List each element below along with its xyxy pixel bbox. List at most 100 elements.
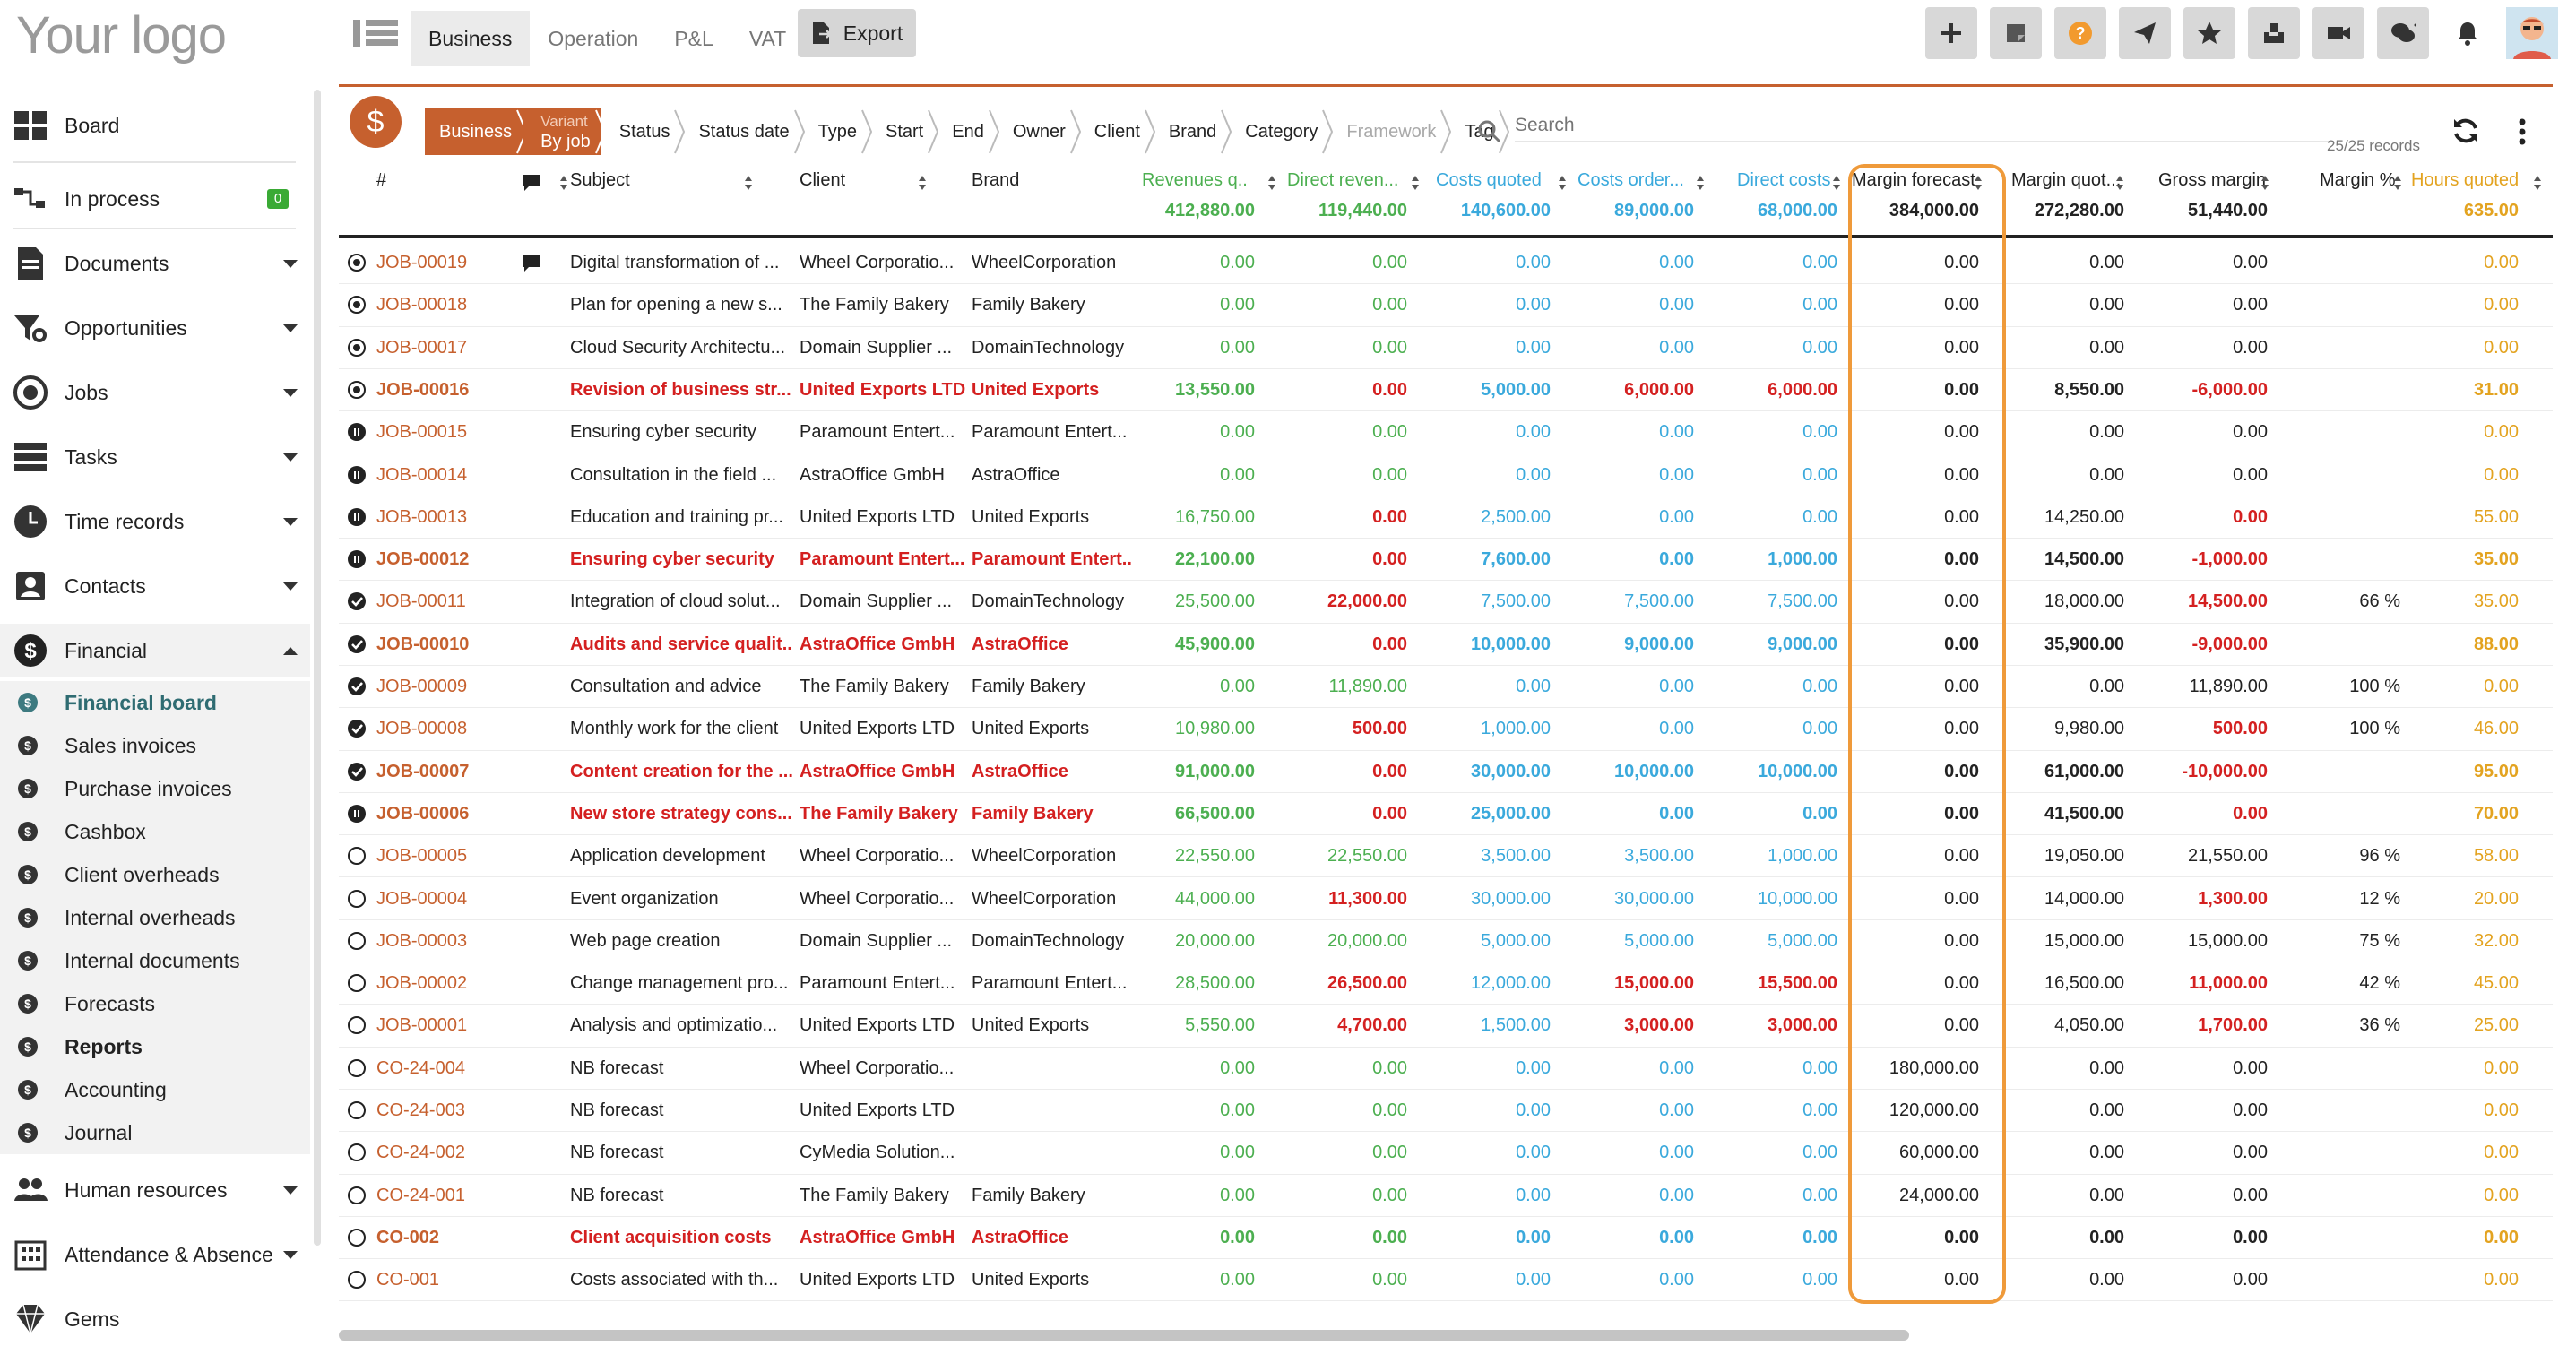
- video-icon[interactable]: [2312, 7, 2364, 59]
- col-costs-ordered[interactable]: Costs order...: [1578, 170, 1684, 190]
- job-id-link[interactable]: JOB-00007: [376, 761, 470, 781]
- plus-icon[interactable]: [1925, 7, 1977, 59]
- star-icon[interactable]: [2183, 7, 2235, 59]
- col-margin-quoted[interactable]: Margin quot...: [2011, 170, 2122, 190]
- job-id-link[interactable]: CO-001: [376, 1270, 440, 1290]
- table-row[interactable]: JOB-00005 Application development Wheel Co…: [339, 835, 2553, 878]
- sidebar-subitem-purchase-invoices[interactable]: $ Purchase invoices: [0, 767, 310, 810]
- table-row[interactable]: JOB-00015 Ensuring cyber security Paramoun…: [339, 411, 2553, 454]
- table-row[interactable]: JOB-00008 Monthly work for the client Unit…: [339, 708, 2553, 751]
- tab-vat[interactable]: VAT: [748, 27, 787, 50]
- bell-icon[interactable]: [2442, 7, 2494, 59]
- table-row[interactable]: CO-24-004 NB forecast Wheel Corporatio... 0…: [339, 1048, 2553, 1090]
- sort-icon[interactable]: [2393, 174, 2402, 192]
- sidebar-item-board[interactable]: Board: [0, 99, 310, 152]
- sort-icon[interactable]: [2260, 174, 2269, 192]
- job-id-link[interactable]: JOB-00012: [376, 549, 470, 570]
- sidebar-subitem-journal[interactable]: $ Journal: [0, 1111, 310, 1154]
- sidebar-item-financial[interactable]: $ Financial: [0, 624, 310, 677]
- table-row[interactable]: JOB-00002 Change management pro... Paramou…: [339, 962, 2553, 1005]
- table-row[interactable]: JOB-00007 Content creation for the ... Ast…: [339, 751, 2553, 793]
- col-hours-quoted[interactable]: Hours quoted: [2411, 170, 2520, 190]
- job-id-link[interactable]: CO-24-001: [376, 1185, 465, 1205]
- table-row[interactable]: JOB-00019 Digital transformation of ... Wh…: [339, 242, 2553, 285]
- sidebar-item-human-resources[interactable]: Human resources: [0, 1163, 310, 1217]
- sort-icon[interactable]: [744, 174, 753, 192]
- job-id-link[interactable]: JOB-00011: [376, 591, 466, 612]
- col-costs-quoted[interactable]: Costs quoted: [1436, 170, 1542, 190]
- table-row[interactable]: JOB-00016 Revision of business str... Unit…: [339, 369, 2553, 412]
- job-id-link[interactable]: JOB-00010: [376, 634, 470, 654]
- sidebar-item-contacts[interactable]: Contacts: [0, 559, 310, 613]
- job-id-link[interactable]: JOB-00008: [376, 719, 468, 739]
- sidebar-subitem-internal-overheads[interactable]: $ Internal overheads: [0, 896, 310, 939]
- sidebar-subitem-financial-board[interactable]: $ Financial board: [0, 681, 310, 724]
- col-margin-forecast[interactable]: Margin forecast: [1852, 170, 1975, 190]
- job-id-link[interactable]: JOB-00019: [376, 253, 468, 272]
- table-row[interactable]: JOB-00017 Cloud Security Architectu... Dom…: [339, 327, 2553, 369]
- sort-icon[interactable]: [559, 174, 568, 192]
- chevron-down-icon[interactable]: [283, 582, 298, 591]
- sort-icon[interactable]: [2533, 174, 2542, 192]
- sort-icon[interactable]: [1696, 174, 1705, 192]
- tab-operation[interactable]: Operation: [548, 27, 639, 50]
- filter-end[interactable]: End: [934, 108, 999, 155]
- table-row[interactable]: CO-24-003 NB forecast United Exports LTD 0.…: [339, 1090, 2553, 1133]
- job-id-link[interactable]: JOB-00014: [376, 464, 468, 485]
- sort-icon[interactable]: [1974, 174, 1983, 192]
- table-row[interactable]: JOB-00013 Education and training pr... Uni…: [339, 496, 2553, 539]
- chevron-down-icon[interactable]: [283, 1250, 298, 1259]
- filter-client[interactable]: Client: [1076, 108, 1155, 155]
- table-row[interactable]: JOB-00003 Web page creation Domain Supplie…: [339, 920, 2553, 963]
- sidebar-subitem-reports[interactable]: $ Reports: [0, 1025, 310, 1068]
- filter-start[interactable]: Start: [868, 108, 939, 155]
- col-client[interactable]: Client: [800, 170, 846, 190]
- job-id-link[interactable]: JOB-00005: [376, 846, 468, 867]
- job-id-link[interactable]: JOB-00017: [376, 337, 468, 358]
- filter-variant[interactable]: Variant By job: [523, 108, 606, 155]
- filter-framework[interactable]: Framework: [1328, 108, 1452, 155]
- filter-category[interactable]: Category: [1227, 108, 1334, 155]
- sidebar-subitem-cashbox[interactable]: $ Cashbox: [0, 810, 310, 853]
- table-row[interactable]: JOB-00006 New store strategy cons... The F…: [339, 793, 2553, 836]
- table-row[interactable]: CO-24-001 NB forecast The Family Bakery Fam…: [339, 1175, 2553, 1217]
- col-revenues-quoted[interactable]: Revenues q...: [1142, 170, 1249, 190]
- sidebar-item-attendance[interactable]: Attendance & Absence: [0, 1228, 310, 1281]
- sidebar-subitem-client-overheads[interactable]: $ Client overheads: [0, 853, 310, 896]
- table-row[interactable]: JOB-00010 Audits and service qualit... Ast…: [339, 624, 2553, 666]
- sort-icon[interactable]: [918, 174, 927, 192]
- search-input[interactable]: [1515, 110, 2330, 142]
- table-row[interactable]: CO-001 Costs associated with th... United …: [339, 1259, 2553, 1302]
- sidebar-subitem-sales-invoices[interactable]: $ Sales invoices: [0, 724, 310, 767]
- sidebar-item-time-records[interactable]: Time records: [0, 495, 310, 548]
- col-hash[interactable]: #: [376, 170, 387, 190]
- table-row[interactable]: JOB-00009 Consultation and advice The Fami…: [339, 666, 2553, 709]
- chevron-up-icon[interactable]: [283, 646, 298, 655]
- job-id-link[interactable]: JOB-00018: [376, 295, 468, 315]
- col-subject[interactable]: Subject: [570, 170, 630, 190]
- refresh-icon[interactable]: [2451, 116, 2481, 146]
- sort-icon[interactable]: [1832, 174, 1841, 192]
- job-id-link[interactable]: JOB-00001: [376, 1015, 468, 1036]
- filter-status[interactable]: Status: [601, 108, 686, 155]
- sidebar-subitem-internal-documents[interactable]: $ Internal documents: [0, 939, 310, 982]
- table-row[interactable]: CO-24-002 NB forecast CyMedia Solution... 0…: [339, 1132, 2553, 1175]
- sidebar-item-documents[interactable]: Documents: [0, 237, 310, 290]
- sidebar-item-gems[interactable]: Gems: [0, 1292, 310, 1346]
- job-id-link[interactable]: CO-24-004: [376, 1057, 465, 1078]
- col-margin-percent[interactable]: Margin %: [2320, 170, 2396, 190]
- chevron-down-icon[interactable]: [283, 453, 298, 462]
- horizontal-scrollbar[interactable]: [339, 1330, 1909, 1341]
- sort-icon[interactable]: [1558, 174, 1567, 192]
- filter-owner[interactable]: Owner: [995, 108, 1081, 155]
- col-direct-revenues[interactable]: Direct reven...: [1287, 170, 1399, 190]
- table-row[interactable]: JOB-00004 Event organization Wheel Corpora…: [339, 878, 2553, 920]
- table-row[interactable]: JOB-00014 Consultation in the field ... As…: [339, 454, 2553, 496]
- table-row[interactable]: CO-002 Client acquisition costs AstraOffic…: [339, 1217, 2553, 1260]
- sidebar-item-jobs[interactable]: Jobs: [0, 366, 310, 419]
- filter-brand[interactable]: Brand: [1151, 108, 1232, 155]
- filter-status-date[interactable]: Status date: [680, 108, 805, 155]
- table-row[interactable]: JOB-00012 Ensuring cyber security Paramoun…: [339, 539, 2553, 582]
- sidebar-item-tasks[interactable]: Tasks: [0, 430, 310, 484]
- sort-icon[interactable]: [2115, 174, 2124, 192]
